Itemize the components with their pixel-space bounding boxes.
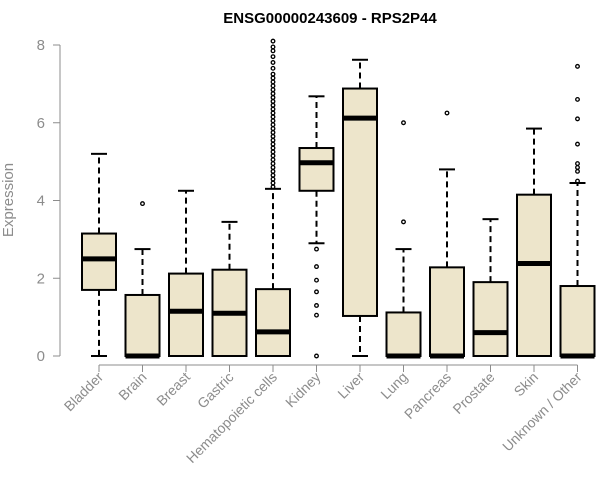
box-4	[255, 288, 291, 358]
outlier-point	[575, 96, 580, 102]
outlier-point	[270, 106, 276, 112]
outlier-point	[270, 122, 276, 128]
x-tick-label: Prostate	[449, 369, 497, 417]
outlier-point	[314, 246, 319, 252]
outlier-point	[314, 312, 319, 318]
box-9	[472, 281, 509, 358]
outlier-point	[270, 153, 276, 159]
y-axis-label: Expression	[0, 163, 17, 237]
outlier-point	[314, 277, 319, 283]
outlier-point	[270, 48, 276, 54]
x-tick-label: Breast	[153, 369, 193, 409]
outlier-point	[575, 168, 580, 174]
x-tick-label: Brain	[115, 369, 149, 403]
outlier-point	[270, 172, 276, 178]
outlier-point	[270, 110, 276, 116]
outlier-point	[270, 157, 276, 163]
box-11	[559, 285, 596, 357]
outlier-point	[575, 161, 580, 167]
box-2	[168, 272, 204, 357]
box-6	[342, 87, 378, 317]
outlier-point	[270, 176, 276, 182]
box-0	[81, 232, 117, 291]
outlier-point	[444, 110, 450, 116]
outlier-point	[270, 98, 276, 104]
x-tick-label: Gastric	[194, 369, 237, 412]
outlier-point	[270, 54, 276, 60]
outlier-point	[270, 75, 276, 81]
outlier-point	[270, 149, 276, 155]
outlier-point	[270, 141, 276, 147]
outlier-point	[270, 44, 276, 50]
x-tick-label: Bladder	[61, 369, 107, 415]
outlier-point	[314, 353, 319, 359]
x-tick-label: Kidney	[282, 369, 324, 411]
outlier-point	[270, 184, 276, 190]
box-5	[298, 147, 335, 192]
outlier-point	[575, 178, 580, 184]
outlier-point	[270, 145, 276, 151]
outlier-point	[270, 91, 276, 97]
box-10	[516, 193, 552, 357]
outlier-point	[270, 102, 276, 108]
outlier-point	[270, 168, 276, 174]
outlier-point	[270, 126, 276, 132]
y-tick-label: 6	[37, 115, 45, 132]
outlier-point	[270, 95, 276, 100]
outlier-point	[270, 60, 276, 65]
outlier-point	[401, 219, 406, 225]
outlier-point	[270, 165, 276, 170]
box-7	[385, 311, 422, 357]
outlier-point	[270, 180, 276, 186]
outlier-point	[270, 71, 276, 77]
box-8	[429, 266, 465, 357]
outlier-point	[270, 83, 276, 89]
outlier-point	[314, 289, 319, 295]
outlier-point	[270, 137, 276, 143]
outlier-point	[270, 79, 276, 85]
box-1	[124, 293, 161, 357]
outlier-point	[314, 264, 319, 270]
outlier-point	[270, 38, 276, 44]
outlier-point	[270, 114, 276, 120]
outlier-point	[270, 65, 276, 71]
x-tick-label: Lung	[377, 369, 410, 402]
outlier-point	[401, 120, 406, 126]
outlier-point	[575, 116, 580, 122]
outlier-point	[575, 165, 580, 170]
outlier-point	[140, 201, 145, 207]
outlier-point	[270, 87, 276, 93]
outlier-point	[270, 133, 276, 139]
outlier-point	[575, 63, 580, 69]
x-tick-label: Skin	[511, 369, 542, 400]
outlier-point	[270, 161, 276, 167]
y-tick-label: 2	[37, 270, 45, 287]
outlier-point	[270, 118, 276, 124]
x-tick-label: Liver	[334, 369, 367, 402]
chart-title: ENSG00000243609 - RPS2P44	[223, 10, 437, 27]
y-tick-label: 4	[37, 193, 45, 210]
y-tick-label: 0	[37, 348, 45, 365]
x-tick-label: Pancreas	[401, 369, 454, 422]
outlier-point	[314, 303, 319, 308]
outlier-point	[270, 130, 276, 135]
x-tick-label: Unknown / Other	[499, 369, 585, 455]
y-tick-label: 8	[37, 37, 45, 54]
outlier-point	[575, 141, 580, 147]
